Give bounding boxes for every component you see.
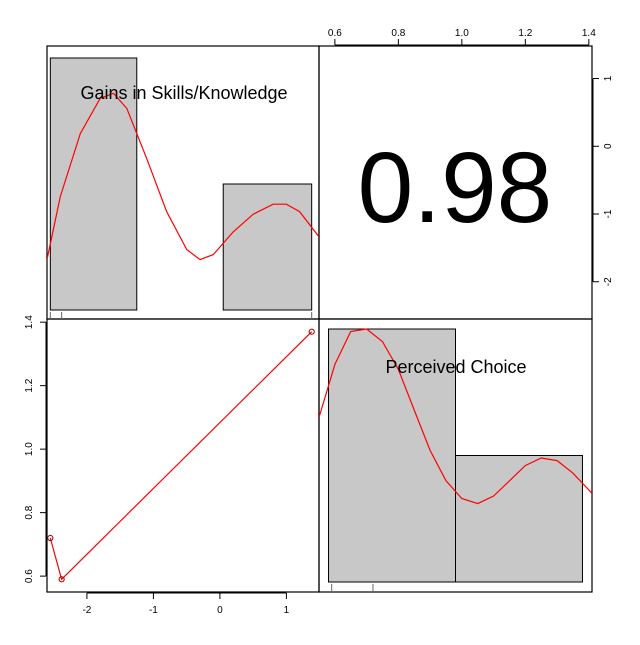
scatter-point-3: [308, 328, 315, 335]
right-axis-tick-label: 1: [603, 75, 614, 81]
histogram-choice: [319, 328, 592, 583]
top-axis-tick-label: 0.6: [328, 28, 342, 39]
right-axis-tick-label: 0: [603, 143, 614, 149]
bottom-axis-tick-label: -2: [82, 605, 91, 616]
variable-label-gains: Gains in Skills/Knowledge: [80, 83, 287, 103]
left-axis-tick-label: 0.6: [24, 569, 35, 583]
scatter-smooth-line: [49, 331, 313, 581]
hist-bar-gains-2: [222, 183, 313, 311]
left-axis-tick-label: 1.0: [24, 442, 35, 456]
scatter-point-2: [58, 576, 65, 583]
right-axis-tick-label: -2: [603, 277, 614, 286]
density-curve-gains: [47, 92, 319, 261]
variable-label-choice: Perceived Choice: [385, 357, 526, 377]
top-axis-tick-label: 1.0: [455, 28, 469, 39]
bottom-axis-tick-label: 1: [284, 605, 290, 616]
density-curve-choice: [319, 328, 592, 505]
left-axis-tick-label: 1.2: [24, 378, 35, 392]
panel-bottom-right: [318, 318, 593, 593]
top-axis-tick-label: 1.2: [518, 28, 532, 39]
correlation-value: 0.98: [358, 132, 553, 244]
left-axis-tick-label: 0.8: [24, 505, 35, 519]
top-axis-tick-label: 0.8: [391, 28, 405, 39]
hist-bar-choice-1: [328, 328, 456, 583]
bottom-axis-tick-label: 0: [217, 605, 223, 616]
scatter-group: [49, 331, 313, 581]
panel-bottom-left: [46, 318, 320, 593]
right-axis-tick-label: -1: [603, 209, 614, 218]
histogram-gains: [47, 57, 319, 311]
left-axis-tick-label: 1.4: [24, 315, 35, 329]
bottom-axis-tick-label: -1: [149, 605, 158, 616]
scatter-point-1: [47, 534, 54, 542]
top-axis-tick-label: 1.4: [582, 28, 596, 39]
hist-bar-choice-2: [455, 455, 583, 583]
